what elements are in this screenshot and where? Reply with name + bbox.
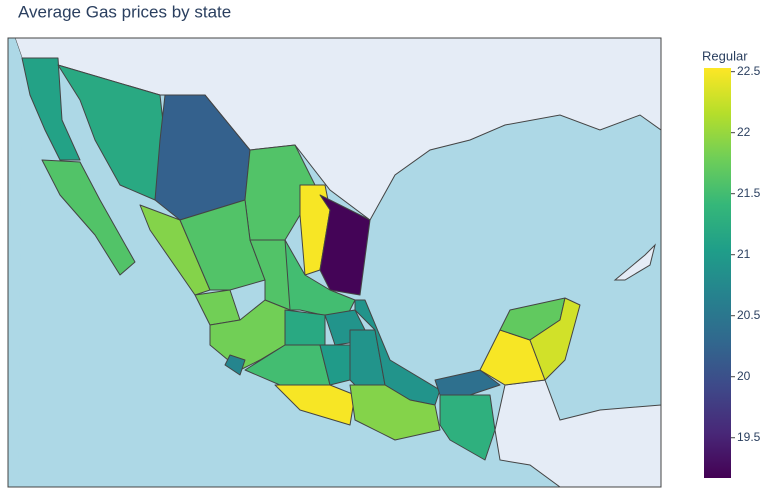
colorbar-tick-label: 22.5 — [737, 64, 761, 78]
state — [139, 204, 211, 296]
cuba — [613, 243, 656, 281]
colorbar-title: Regular — [702, 48, 748, 63]
colorbar-tick-label: 21 — [737, 247, 751, 261]
state — [529, 297, 581, 381]
state — [349, 384, 441, 441]
state — [57, 64, 166, 201]
chart-title: Average Gas prices by state — [18, 2, 231, 21]
state — [284, 309, 326, 346]
state — [274, 384, 356, 426]
state — [224, 354, 246, 376]
state — [284, 239, 356, 321]
colorbar-tick-label: 20 — [737, 369, 751, 383]
map — [8, 38, 661, 487]
state — [439, 394, 496, 461]
colorbar-tick-label: 22 — [737, 125, 751, 139]
ocean-edge — [8, 38, 22, 487]
state — [21, 57, 81, 161]
state — [41, 159, 136, 276]
colorbar-tick-label: 19.5 — [737, 430, 761, 444]
colorbar-tick-label: 21.5 — [737, 186, 761, 200]
colorbar — [704, 68, 731, 478]
map-frame — [7, 37, 662, 488]
state — [434, 369, 501, 396]
colorbar-tick-label: 20.5 — [737, 308, 761, 322]
